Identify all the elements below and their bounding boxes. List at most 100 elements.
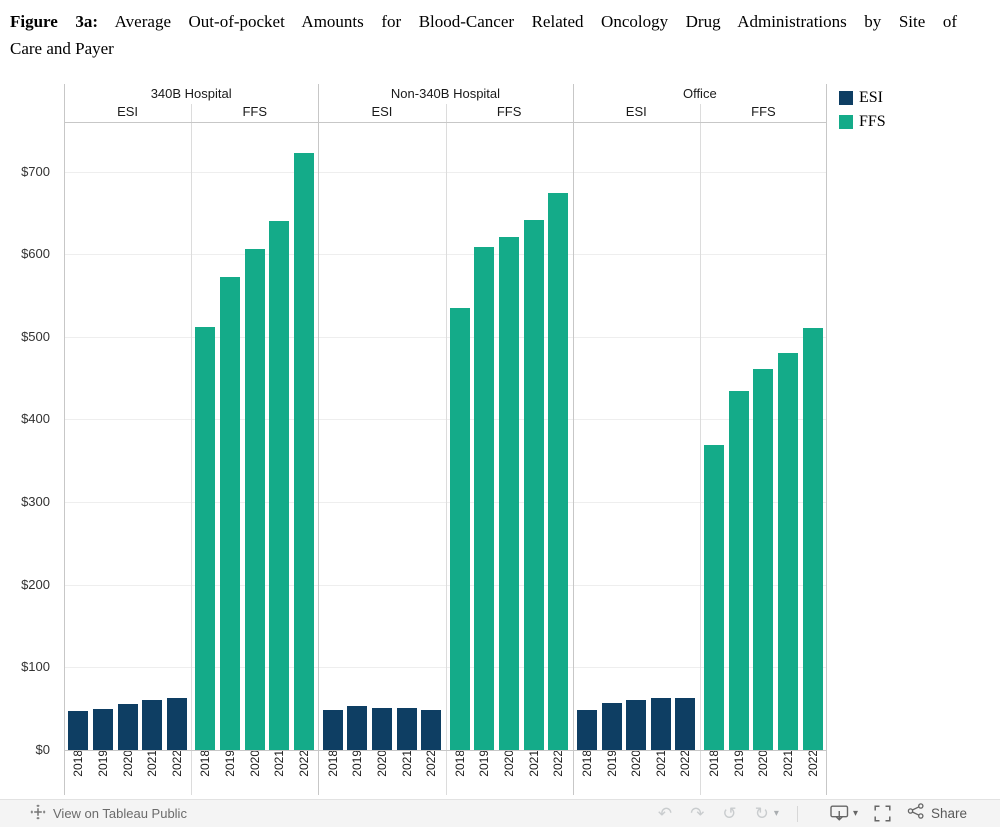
bar-office-ffs-2019[interactable] <box>728 391 749 750</box>
x-label-cell: 2021 <box>269 750 289 780</box>
x-axis-year-label: 2022 <box>805 750 820 777</box>
bar-340b-hospital-esi-2019[interactable] <box>92 708 113 750</box>
gridline <box>64 667 827 669</box>
x-label-cell: 2021 <box>397 750 417 780</box>
axis-line <box>64 122 827 123</box>
bar-non-340b-hospital-ffs-2020[interactable] <box>499 236 520 750</box>
x-label-cell: 2018 <box>704 750 724 780</box>
bar-office-ffs-2022[interactable] <box>802 327 823 750</box>
payer-header-340b-hospital-ffs: FFS <box>242 104 268 119</box>
bar-non-340b-hospital-esi-2020[interactable] <box>371 707 392 750</box>
bar-non-340b-hospital-esi-2021[interactable] <box>396 707 417 750</box>
bar-340b-hospital-ffs-2020[interactable] <box>244 249 265 750</box>
x-label-cell: 2022 <box>167 750 187 780</box>
x-label-cell: 2019 <box>220 750 240 780</box>
pane-divider <box>446 104 447 795</box>
pane-non-340b-hospital-ffs <box>446 122 573 750</box>
tableau-toolbar: View on Tableau Public ↶ ↷ ↺ ↻ ▾ ▾ <box>0 799 1000 827</box>
bar-office-esi-2018[interactable] <box>576 710 597 750</box>
x-axis-year-label: 2019 <box>223 750 238 777</box>
share-button[interactable]: Share <box>907 803 967 824</box>
x-label-cell: 2020 <box>245 750 265 780</box>
bar-office-esi-2021[interactable] <box>650 697 671 750</box>
dropdown-caret-icon[interactable]: ▾ <box>852 808 858 819</box>
x-label-group: 2018 2019 2020 2021 2022 <box>318 750 445 795</box>
refresh-icon[interactable]: ↻ <box>754 804 769 823</box>
bar-office-esi-2020[interactable] <box>626 699 647 750</box>
payer-header-340b-hospital-esi: ESI <box>117 104 139 119</box>
x-axis-year-label: 2021 <box>526 750 541 777</box>
legend-item-ffs[interactable]: FFS <box>839 113 886 131</box>
download-button[interactable]: ▾ <box>830 805 858 822</box>
bar-office-ffs-2018[interactable] <box>704 445 725 750</box>
bar-340b-hospital-esi-2022[interactable] <box>166 697 187 750</box>
x-label-group: 2018 2019 2020 2021 2022 <box>446 750 573 795</box>
y-axis-tick-label: $700 <box>21 163 50 179</box>
y-axis-tick-label: $500 <box>21 328 50 344</box>
redo-icon[interactable]: ↷ <box>690 804 705 823</box>
legend-item-esi[interactable]: ESI <box>839 89 886 107</box>
bar-office-ffs-2020[interactable] <box>753 369 774 750</box>
bar-340b-hospital-ffs-2021[interactable] <box>269 221 290 750</box>
x-axis-year-label: 2020 <box>120 750 135 777</box>
toolbar-buttons: ↶ ↷ ↺ ↻ ▾ ▾ <box>658 803 967 824</box>
x-axis-year-label: 2018 <box>707 750 722 777</box>
gridline <box>64 584 827 586</box>
pane-divider <box>573 84 574 795</box>
x-axis-year-label: 2022 <box>296 750 311 777</box>
bar-non-340b-hospital-ffs-2021[interactable] <box>523 219 544 750</box>
legend-label-ffs: FFS <box>859 113 886 130</box>
x-axis-year-label: 2018 <box>198 750 213 777</box>
dropdown-caret-icon[interactable]: ▾ <box>773 808 779 819</box>
pane-office-ffs <box>700 122 827 750</box>
bar-340b-hospital-esi-2021[interactable] <box>142 700 163 750</box>
gridline <box>64 171 827 173</box>
x-label-cell: 2022 <box>803 750 823 780</box>
bar-non-340b-hospital-esi-2019[interactable] <box>347 706 368 750</box>
bar-non-340b-hospital-ffs-2018[interactable] <box>449 307 470 750</box>
replay-icon[interactable]: ↺ <box>722 804 737 823</box>
legend-swatch-ffs <box>839 115 853 129</box>
x-label-group: 2018 2019 2020 2021 2022 <box>573 750 700 795</box>
toolbar-separator <box>796 805 798 822</box>
view-on-tableau-public-link[interactable]: View on Tableau Public <box>30 804 187 823</box>
bar-non-340b-hospital-ffs-2022[interactable] <box>548 193 569 750</box>
payer-header-non-340b-hospital-ffs: FFS <box>496 104 522 119</box>
bar-chart: 340B Hospital Non-340B Hospital Office ESI… <box>64 84 827 795</box>
bar-non-340b-hospital-esi-2022[interactable] <box>421 709 442 750</box>
site-header-340b-hospital: 340B Hospital <box>150 86 232 101</box>
bar-340b-hospital-esi-2020[interactable] <box>117 703 138 750</box>
x-axis-year-label: 2019 <box>95 750 110 777</box>
pane-340b-hospital-ffs <box>191 122 318 750</box>
x-label-cell: 2018 <box>450 750 470 780</box>
tableau-logo-icon <box>30 804 46 823</box>
bar-non-340b-hospital-esi-2018[interactable] <box>322 709 343 750</box>
x-label-cell: 2020 <box>626 750 646 780</box>
bar-340b-hospital-ffs-2019[interactable] <box>220 277 241 750</box>
bar-office-ffs-2021[interactable] <box>778 353 799 750</box>
x-axis-year-label: 2018 <box>579 750 594 777</box>
bar-340b-hospital-esi-2018[interactable] <box>68 711 89 750</box>
pane-office-esi <box>573 122 700 750</box>
gridline <box>64 336 827 338</box>
x-label-cell: 2019 <box>602 750 622 780</box>
x-axis-year-label: 2019 <box>477 750 492 777</box>
fullscreen-button[interactable] <box>874 805 891 822</box>
x-label-cell: 2021 <box>778 750 798 780</box>
bar-office-esi-2022[interactable] <box>675 697 696 750</box>
undo-icon[interactable]: ↶ <box>657 804 673 823</box>
y-axis-tick-label: $300 <box>21 494 50 510</box>
x-label-cell: 2018 <box>323 750 343 780</box>
bar-non-340b-hospital-ffs-2019[interactable] <box>474 246 495 750</box>
x-axis-year-label: 2018 <box>452 750 467 777</box>
x-axis-year-label: 2018 <box>71 750 86 777</box>
x-axis-year-label: 2020 <box>629 750 644 777</box>
pane-non-340b-hospital-esi <box>318 122 445 750</box>
bar-340b-hospital-ffs-2022[interactable] <box>293 152 314 750</box>
y-axis-tick-label: $600 <box>21 246 50 262</box>
bar-office-esi-2019[interactable] <box>601 702 622 750</box>
bar-340b-hospital-ffs-2018[interactable] <box>195 326 216 750</box>
gridline <box>64 254 827 256</box>
x-label-cell: 2018 <box>577 750 597 780</box>
